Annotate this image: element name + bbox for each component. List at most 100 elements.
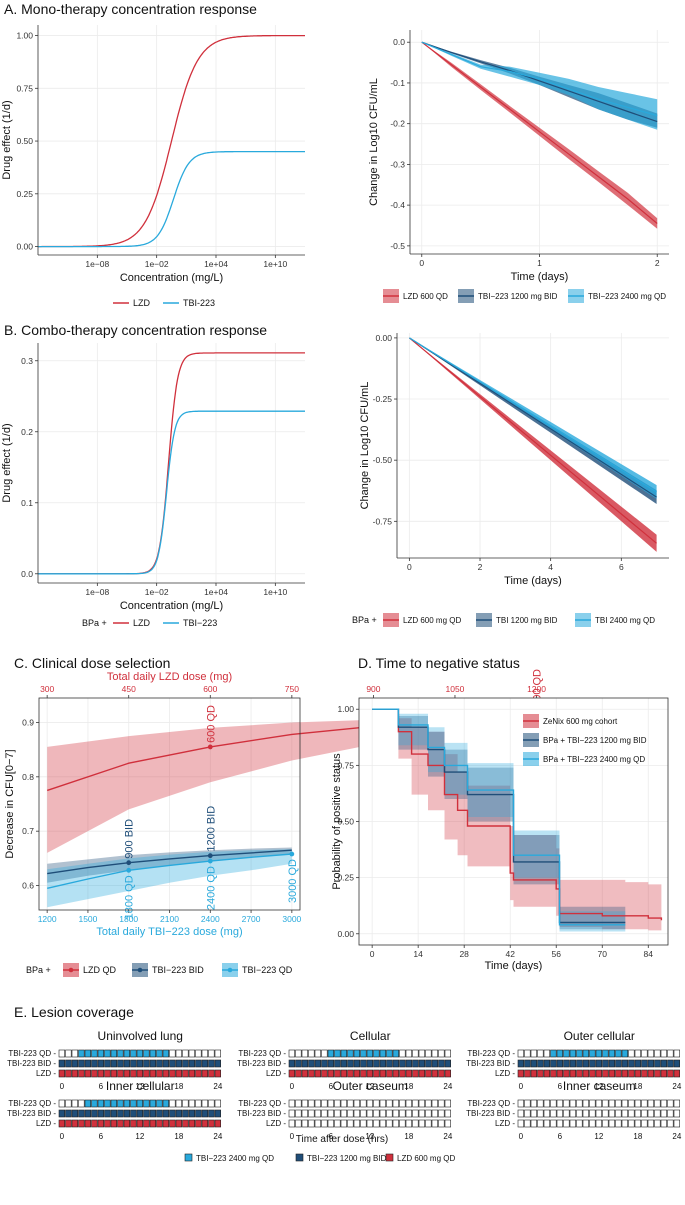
- panel-e-cell: [660, 1059, 667, 1068]
- panel-e-row-label: LZD -: [36, 1069, 56, 1078]
- panel-e-cell: [353, 1069, 360, 1078]
- panel-e-cell: [175, 1119, 182, 1128]
- panel-e-cell: [517, 1109, 524, 1118]
- panel-b-left-legend-prefix: BPa +: [82, 618, 107, 628]
- panel-e-cell: [550, 1119, 557, 1128]
- panel-b-right-legend-lzd-label: LZD 600 mg QD: [403, 616, 461, 625]
- panel-c-line: [47, 849, 292, 875]
- panel-e-cell: [373, 1109, 380, 1118]
- panel-e-cell: [386, 1069, 393, 1078]
- panel-b-right-ytick-label: 0.00: [375, 333, 392, 343]
- panel-e-cell: [438, 1049, 445, 1058]
- panel-e-cell: [123, 1059, 130, 1068]
- panel-e-heatmap-inner-caseum: Inner caseum TBI-223 QD -TBI-223 BID -LZD…: [466, 1079, 682, 1141]
- panel-b-right-line: [409, 337, 657, 493]
- panel-e-cell: [366, 1069, 373, 1078]
- panel-e-cell: [136, 1119, 143, 1128]
- panel-e-cell: [654, 1119, 661, 1128]
- panel-c-frame: [38, 697, 301, 911]
- panel-e-xtick-label: 12: [365, 1132, 374, 1141]
- panel-b-right-ytick-label: -0.75: [373, 516, 393, 526]
- panel-e-xtick-label: 12: [365, 1082, 374, 1091]
- panel-e-xtick-label: 24: [672, 1132, 681, 1141]
- panel-e-cell: [188, 1099, 195, 1108]
- panel-e-cell: [169, 1099, 176, 1108]
- panel-e-heatmap-uninvolved-lung: Uninvolved lung TBI-223 QD -TBI-223 BID -…: [7, 1029, 223, 1091]
- panel-c-xtick-label: 2700: [242, 914, 261, 924]
- panel-e-cell: [621, 1109, 628, 1118]
- panel-e-cell: [334, 1109, 341, 1118]
- panel-e-cell: [314, 1119, 321, 1128]
- panel-c-dose-label: 1800 QD: [124, 875, 136, 919]
- panel-e-cell: [595, 1099, 602, 1108]
- panel-e-legend-label: LZD 600 mg QD: [397, 1154, 455, 1163]
- panel-e-xtick-label: 18: [174, 1082, 183, 1091]
- panel-e-cell: [327, 1099, 334, 1108]
- panel-e-cell: [425, 1099, 432, 1108]
- panel-e-cell: [143, 1109, 150, 1118]
- panel-e-cell: [169, 1049, 176, 1058]
- panel-d-survival: D. Time to negative status 0 14 28 42 56 70 84 0…: [331, 655, 669, 972]
- panel-e-cell: [608, 1109, 615, 1118]
- panel-e-cell: [550, 1049, 557, 1058]
- panel-e-cell: [444, 1109, 451, 1118]
- panel-e-cell: [301, 1049, 308, 1058]
- panel-e-row-label: TBI-223 BID -: [466, 1059, 515, 1068]
- panel-e-cell: [517, 1059, 524, 1068]
- panel-e-cell: [412, 1049, 419, 1058]
- panel-e-subtitle: Inner caseum: [563, 1079, 636, 1093]
- panel-e-cell: [175, 1099, 182, 1108]
- panel-e-cell: [576, 1119, 583, 1128]
- panel-e-cell: [195, 1059, 202, 1068]
- panel-e-cell: [84, 1119, 91, 1128]
- panel-e-cell: [438, 1059, 445, 1068]
- panel-e-row-label: LZD -: [266, 1119, 286, 1128]
- panel-e-cell: [405, 1109, 412, 1118]
- panel-e-cell: [117, 1059, 124, 1068]
- panel-e-cell: [308, 1119, 315, 1128]
- panel-e-cell: [615, 1059, 622, 1068]
- panel-c-legend-qd-label: TBI−223 QD: [242, 965, 293, 975]
- panel-a-kinetics: 0 1 2 0.0 -0.1 -0.2 -0.3 -0.4 -0.5 Time (days) Cha…: [368, 30, 669, 303]
- panel-b-left-xlabel: Concentration (mg/L): [120, 600, 223, 612]
- panel-e-cell: [589, 1099, 596, 1108]
- panel-e-cell: [576, 1049, 583, 1058]
- panel-e-cell: [58, 1099, 65, 1108]
- panel-e-cell: [634, 1119, 641, 1128]
- panel-d-ytick-label: 0.00: [337, 929, 354, 939]
- panel-b-left-ytick-label: 0.3: [21, 356, 33, 366]
- panel-e-cell: [169, 1119, 176, 1128]
- panel-e-cell: [301, 1069, 308, 1078]
- panel-e-cell: [438, 1069, 445, 1078]
- panel-e-cell: [301, 1059, 308, 1068]
- panel-e-cell: [110, 1109, 117, 1118]
- panel-a-right-xtick-label: 2: [655, 258, 660, 268]
- panel-e-cell: [58, 1049, 65, 1058]
- panel-e-cell: [589, 1059, 596, 1068]
- panel-e-cell: [608, 1049, 615, 1058]
- panel-e-cell: [201, 1059, 208, 1068]
- panel-e-cell: [647, 1099, 654, 1108]
- panel-e-cell: [288, 1109, 295, 1118]
- panel-e-cell: [353, 1059, 360, 1068]
- panel-e-cell: [71, 1049, 78, 1058]
- panel-c-x2tick-label: 750: [285, 684, 299, 694]
- panel-c-ylabel: Decrease in CFU[0−7]: [4, 749, 16, 858]
- panel-e-cell: [123, 1109, 130, 1118]
- panel-e-cell: [667, 1119, 674, 1128]
- panel-e-cell: [608, 1069, 615, 1078]
- panel-e-cell: [295, 1059, 302, 1068]
- panel-e-cell: [288, 1049, 295, 1058]
- panel-e-cell: [366, 1059, 373, 1068]
- panel-e-cell: [65, 1119, 72, 1128]
- panel-e-cell: [149, 1059, 156, 1068]
- panel-b-right-ytick-label: -0.50: [373, 455, 393, 465]
- panel-e-cell: [595, 1049, 602, 1058]
- panel-e-cell: [392, 1049, 399, 1058]
- panel-b-right-legend-qd-label: TBI 2400 mg QD: [595, 616, 655, 625]
- panel-e-xtick-label: 24: [443, 1082, 452, 1091]
- panel-e-cell: [195, 1119, 202, 1128]
- panel-e-cell: [58, 1069, 65, 1078]
- panel-e-cell: [373, 1119, 380, 1128]
- panel-e-cell: [667, 1099, 674, 1108]
